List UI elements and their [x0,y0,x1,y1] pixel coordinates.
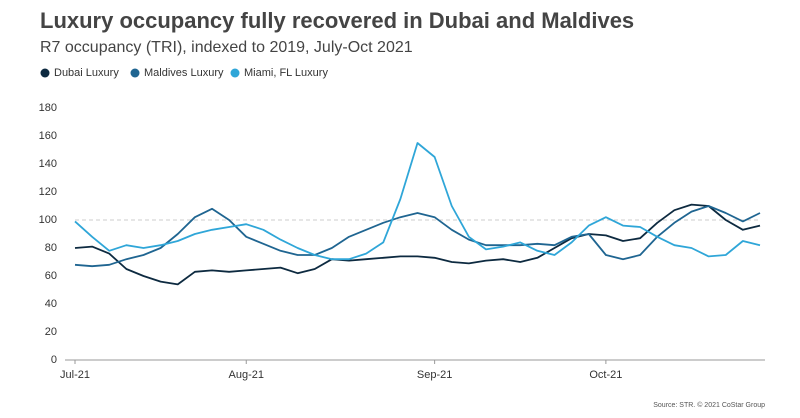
legend-label: Maldives Luxury [144,67,224,79]
chart-subtitle: R7 occupancy (TRI), indexed to 2019, Jul… [40,39,413,56]
y-tick-label: 20 [45,326,57,338]
chart-title: Luxury occupancy fully recovered in Duba… [40,8,634,33]
y-tick-label: 0 [51,354,57,366]
y-tick-label: 140 [39,158,57,170]
x-tick-label: Sep-21 [417,369,452,381]
series-line [74,203,761,286]
legend-label: Miami, FL Luxury [244,67,328,79]
legend-swatch [130,68,140,78]
y-tick-label: 120 [39,186,57,198]
x-tick-label: Oct-21 [589,369,622,381]
x-tick-label: Jul-21 [60,369,90,381]
y-tick-label: 80 [45,242,57,254]
y-tick-label: 160 [39,130,57,142]
source: Source: STR. © 2021 CoStar Group [653,401,765,409]
x-tick-label: Aug-21 [229,369,264,381]
legend-swatch [40,68,50,78]
legend-swatch [230,68,240,78]
legend-label: Dubai Luxury [54,67,119,79]
y-tick-label: 60 [45,270,57,282]
y-tick-label: 100 [39,214,57,226]
series-line [74,142,761,261]
series-line [74,205,761,268]
y-tick-label: 180 [39,102,57,114]
y-tick-label: 40 [45,298,57,310]
